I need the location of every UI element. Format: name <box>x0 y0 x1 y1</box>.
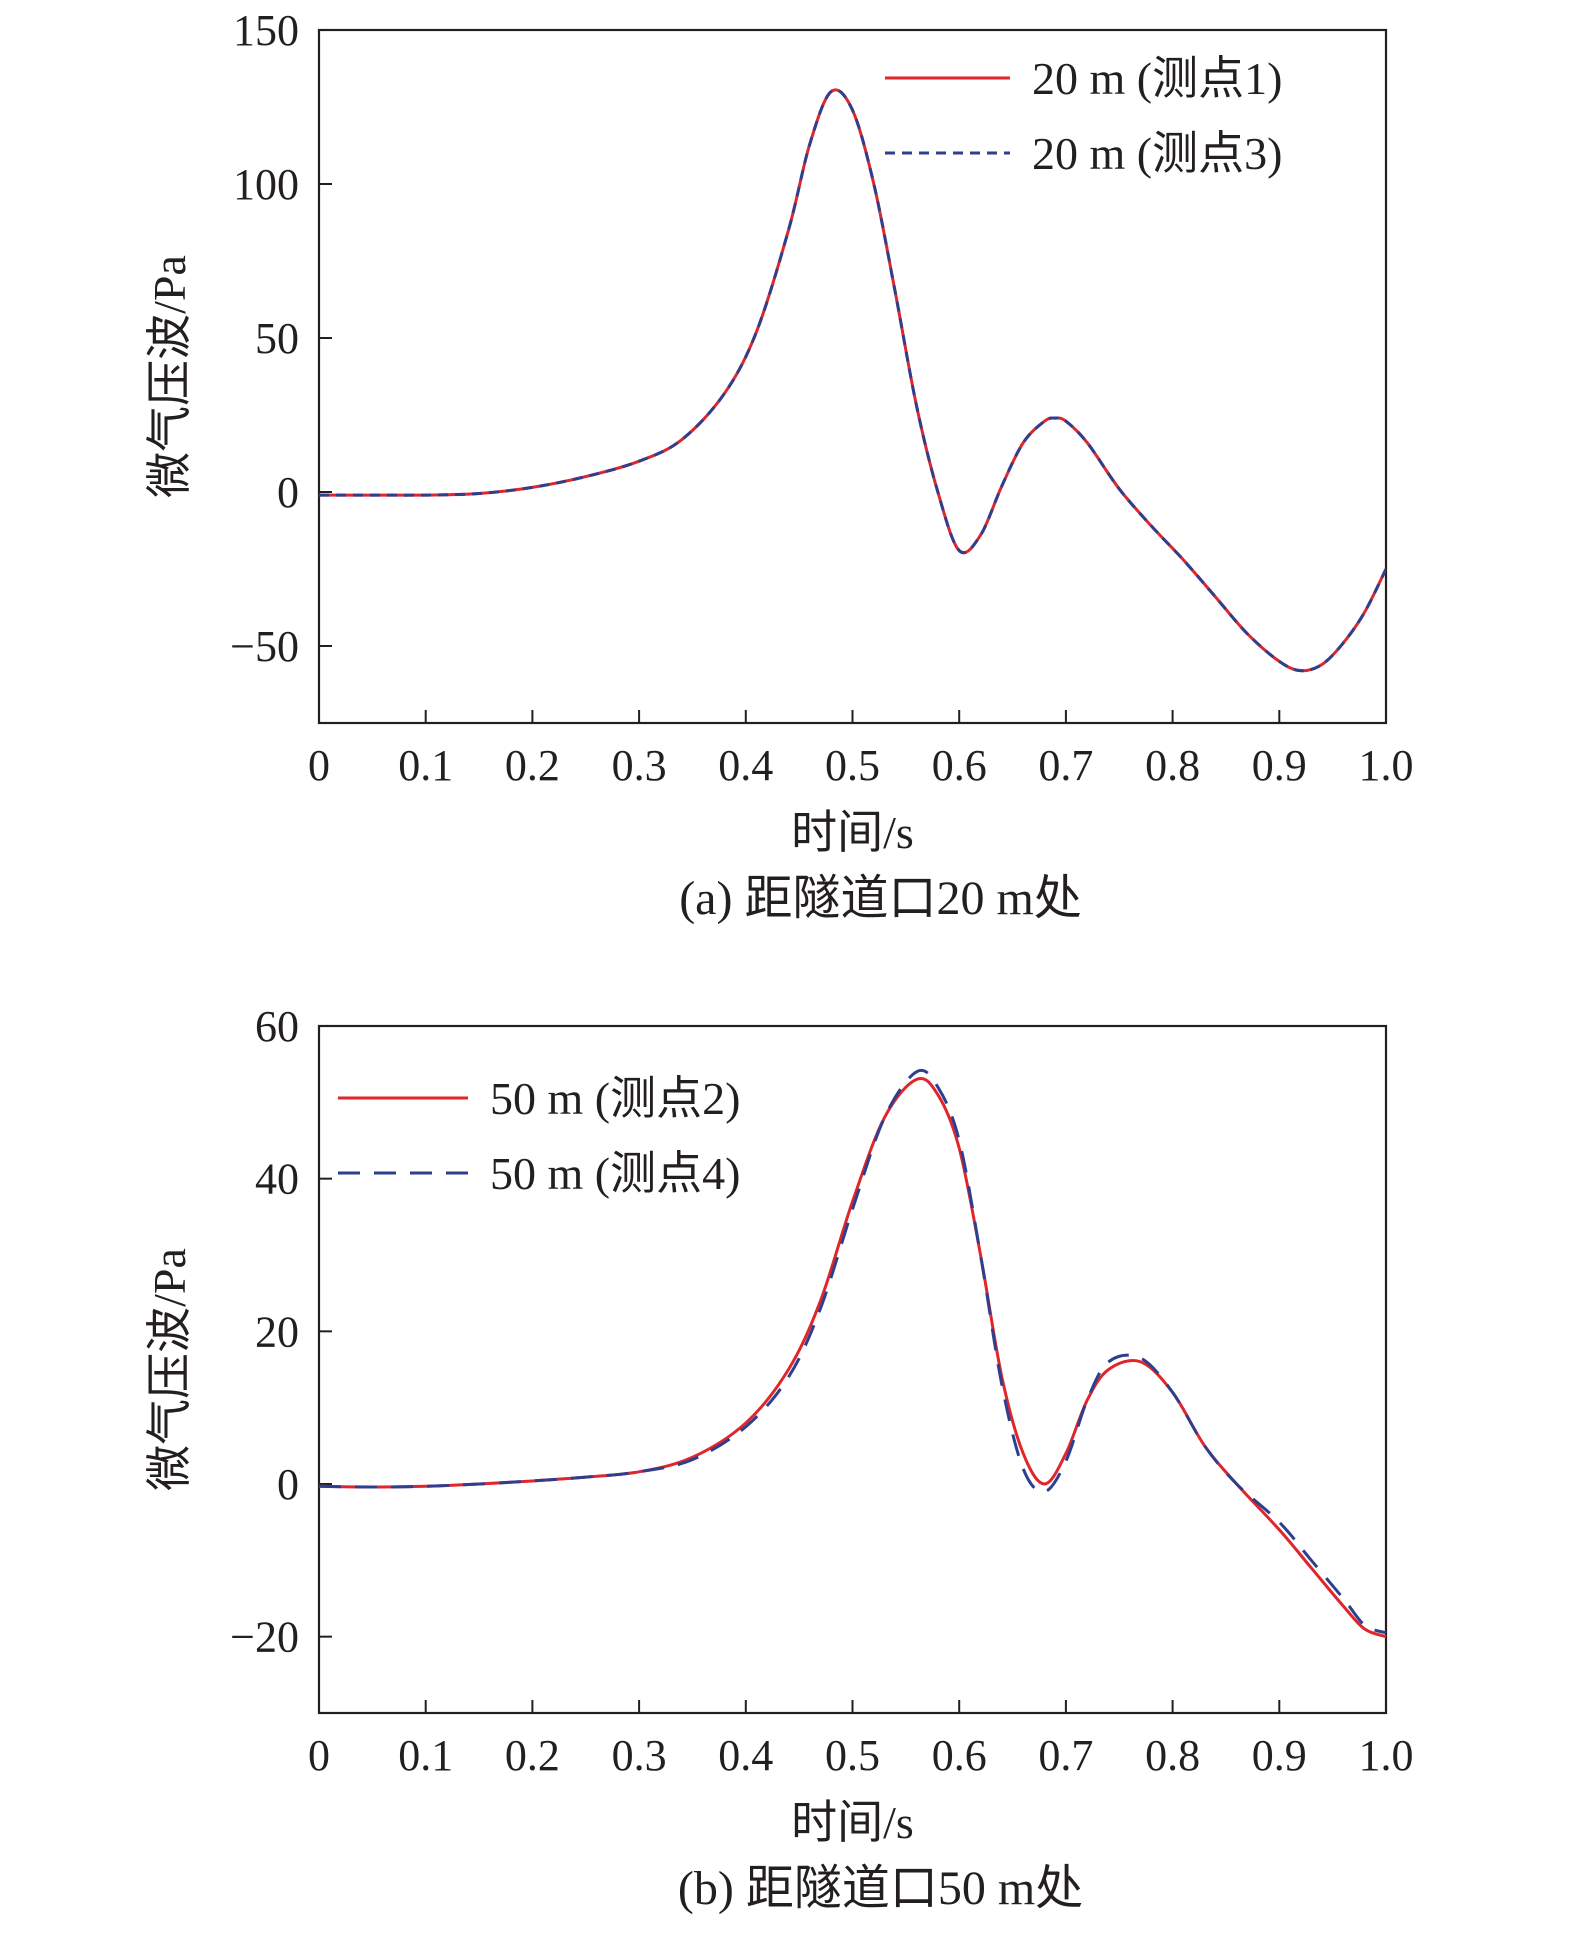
x-tick-label: 0.2 <box>505 1731 560 1780</box>
x-tick-label: 0.5 <box>825 1731 880 1780</box>
legend-label-2: 20 m (测点3) <box>1032 128 1282 179</box>
y-tick-label: 0 <box>277 468 299 517</box>
x-tick-label: 0.4 <box>718 1731 773 1780</box>
x-tick-label: 0.8 <box>1145 1731 1200 1780</box>
y-tick-label: 50 <box>255 314 299 363</box>
x-tick-label: 0.9 <box>1252 1731 1307 1780</box>
x-tick-label: 0.7 <box>1038 741 1093 790</box>
panel-caption: (a) 距隧道口20 m处 <box>679 872 1082 925</box>
panel-caption: (b) 距隧道口50 m处 <box>678 1862 1083 1915</box>
x-tick-label: 0.9 <box>1252 741 1307 790</box>
y-tick-label: 100 <box>233 160 299 209</box>
legend-label-1: 50 m (测点2) <box>490 1073 740 1124</box>
chart-panel-a: 0 0.1 0.2 0.3 0.4 0.5 0.6 0.7 0.8 0.9 1.0 −50 0 50 100… <box>144 6 1414 925</box>
chart-panel-b: 0 0.1 0.2 0.3 0.4 0.5 0.6 0.7 0.8 0.9 1.0 −20 0 20 40 6… <box>144 1002 1414 1915</box>
y-tick-label: 0 <box>277 1460 299 1509</box>
x-tick-label: 0.4 <box>718 741 773 790</box>
x-tick-label: 0 <box>308 1731 330 1780</box>
plot-frame <box>317 1024 1388 1715</box>
x-tick-label: 1.0 <box>1359 741 1414 790</box>
x-tick-label: 0.5 <box>825 741 880 790</box>
x-tick-label: 0.6 <box>932 1731 987 1780</box>
x-tick-label: 0.7 <box>1038 1731 1093 1780</box>
x-tick-label: 1.0 <box>1359 1731 1414 1780</box>
x-axis-label: 时间/s <box>791 807 914 858</box>
series-line-2 <box>319 88 1386 673</box>
x-tick-label: 0.1 <box>398 1731 453 1780</box>
y-tick-label: −50 <box>230 622 299 671</box>
y-tick-label: 40 <box>255 1155 299 1204</box>
x-tick-label: 0.8 <box>1145 741 1200 790</box>
series-line-1 <box>319 1077 1386 1639</box>
x-tick-label: 0.3 <box>612 1731 667 1780</box>
y-tick-label: 150 <box>233 6 299 55</box>
x-tick-label: 0 <box>308 741 330 790</box>
x-tick-label: 0.2 <box>505 741 560 790</box>
x-axis-label: 时间/s <box>791 1797 914 1848</box>
y-tick-label: 60 <box>255 1002 299 1051</box>
x-tick-label: 0.6 <box>932 741 987 790</box>
x-tick-label: 0.1 <box>398 741 453 790</box>
y-tick-label: 20 <box>255 1307 299 1356</box>
x-tick-label: 0.3 <box>612 741 667 790</box>
legend-label-2: 50 m (测点4) <box>490 1148 740 1199</box>
y-axis-label: 微气压波/Pa <box>144 1248 195 1491</box>
y-tick-label: −20 <box>230 1613 299 1662</box>
series-line-2 <box>319 1068 1386 1635</box>
legend-label-1: 20 m (测点1) <box>1032 53 1282 104</box>
y-axis-label: 微气压波/Pa <box>144 255 195 498</box>
